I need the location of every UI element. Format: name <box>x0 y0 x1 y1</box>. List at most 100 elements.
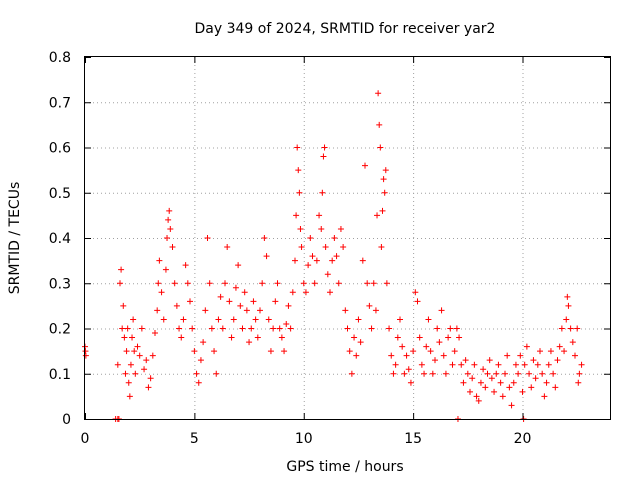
chart-title: Day 349 of 2024, SRMTID for receiver yar… <box>195 21 496 37</box>
data-point <box>197 357 204 364</box>
data-point <box>208 325 215 332</box>
data-point <box>543 379 550 386</box>
data-point <box>143 357 150 364</box>
data-point <box>379 207 386 214</box>
data-point <box>541 393 548 400</box>
data-point <box>295 167 302 174</box>
data-point <box>442 370 449 377</box>
data-point <box>294 144 301 151</box>
data-point <box>353 352 360 359</box>
data-point <box>329 257 336 264</box>
data-point <box>375 90 382 97</box>
data-point <box>526 370 533 377</box>
data-point <box>176 325 183 332</box>
data-point <box>390 370 397 377</box>
data-point <box>545 361 552 368</box>
y-tick-labels: 0 0.1 0.2 0.3 0.4 0.5 0.6 0.7 0.8 <box>49 50 71 428</box>
data-point <box>173 302 180 309</box>
data-point <box>578 361 585 368</box>
data-point <box>324 271 331 278</box>
data-point <box>267 348 274 355</box>
data-point <box>259 280 266 287</box>
x-tick-label: 20 <box>514 431 532 447</box>
data-point <box>547 348 554 355</box>
data-point <box>156 257 163 264</box>
data-point <box>348 370 355 377</box>
data-point <box>307 235 314 241</box>
data-point <box>534 361 541 368</box>
data-point <box>250 298 257 305</box>
data-point <box>119 325 126 332</box>
data-point <box>292 257 298 264</box>
data-point <box>344 325 351 332</box>
data-point <box>473 393 480 400</box>
data-point <box>569 339 576 346</box>
data-point <box>407 379 414 386</box>
data-point <box>405 366 412 373</box>
data-point <box>321 144 328 151</box>
data-point <box>322 244 329 251</box>
data-point <box>285 302 292 309</box>
data-point <box>519 388 526 395</box>
data-point <box>180 316 187 323</box>
data-point <box>217 293 224 300</box>
data-point <box>319 189 326 196</box>
data-point <box>453 325 460 332</box>
data-point <box>224 244 231 251</box>
data-point <box>237 302 244 309</box>
data-point <box>495 361 502 368</box>
data-point <box>359 257 366 264</box>
data-point <box>126 393 133 400</box>
data-point <box>230 316 237 323</box>
data-point <box>416 334 423 341</box>
data-point <box>458 361 465 368</box>
data-point <box>475 397 482 404</box>
data-point <box>346 348 353 355</box>
data-point <box>556 343 563 350</box>
data-point <box>213 370 220 377</box>
data-point <box>362 162 368 169</box>
data-point <box>510 379 517 386</box>
data-point <box>261 235 268 241</box>
data-point <box>270 325 277 332</box>
data-point <box>499 393 506 400</box>
data-point <box>469 375 476 382</box>
data-point <box>447 325 454 332</box>
data-point <box>421 370 428 377</box>
data-point <box>377 144 384 151</box>
data-point <box>278 334 285 341</box>
data-point <box>423 343 430 350</box>
data-point <box>394 334 401 341</box>
data-point <box>82 352 89 359</box>
data-point <box>564 293 571 300</box>
data-point <box>539 370 546 377</box>
data-point <box>414 298 421 305</box>
data-point <box>165 216 172 223</box>
data-point <box>574 325 581 332</box>
data-point <box>517 352 524 359</box>
data-point <box>313 257 320 264</box>
data-point <box>283 320 290 327</box>
data-point <box>257 307 263 314</box>
data-point <box>239 325 246 332</box>
data-point <box>392 361 399 368</box>
y-tick-label: 0.7 <box>49 95 71 111</box>
data-point <box>243 307 250 314</box>
data-point <box>576 370 583 377</box>
data-point <box>219 325 226 332</box>
data-point <box>436 339 443 346</box>
data-point <box>131 348 138 355</box>
data-point <box>289 289 296 296</box>
data-point <box>200 339 207 346</box>
data-point <box>386 325 393 332</box>
x-tick-labels: 0 5 10 15 20 <box>81 431 532 447</box>
data-point <box>274 280 281 287</box>
data-point <box>206 280 213 287</box>
data-point <box>193 370 200 377</box>
data-point <box>502 370 508 377</box>
data-point <box>166 207 173 214</box>
data-point <box>380 176 387 183</box>
data-point <box>316 212 323 219</box>
data-point <box>425 316 432 323</box>
data-point <box>297 225 304 232</box>
